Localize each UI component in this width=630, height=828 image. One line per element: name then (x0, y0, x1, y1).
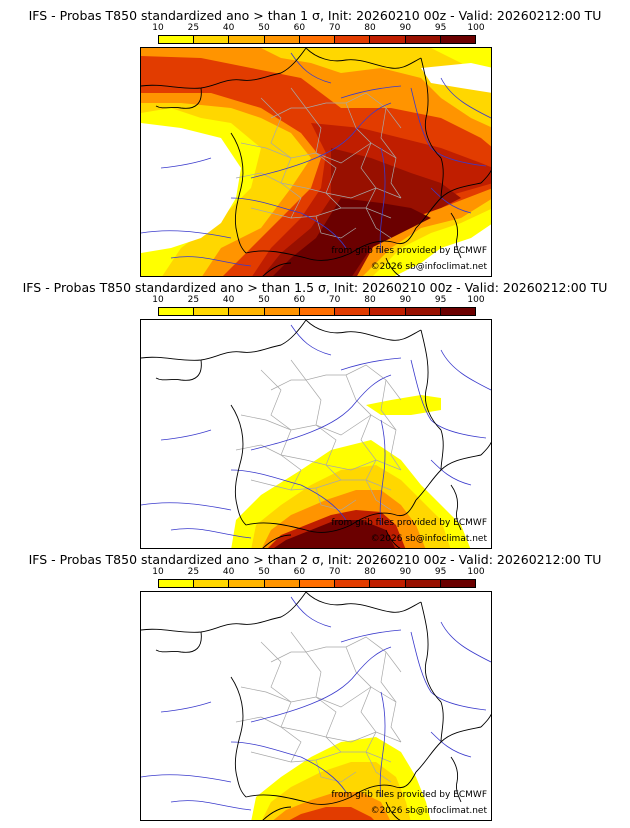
colorbar-cell (405, 580, 441, 587)
colorbar-cell (440, 308, 475, 315)
colorbar-cell (194, 308, 230, 315)
colorbar-tick-label: 80 (364, 295, 376, 305)
copyright-credit: ©2026 sb@infoclimat.net (370, 534, 487, 544)
colorbar-cell (405, 308, 441, 315)
colorbar-cell (299, 580, 336, 587)
colorbar-tick-label: 95 (434, 295, 447, 305)
colorbar-cell (159, 308, 195, 315)
colorbar-tick-label: 25 (187, 295, 200, 305)
colorbar-tick-label: 50 (258, 295, 270, 305)
colorbar-tick-label: 60 (293, 295, 306, 305)
copyright-credit: ©2026 sb@infoclimat.net (370, 806, 487, 816)
colorbar-tick-label: 90 (399, 23, 412, 33)
map-canvas (141, 48, 491, 276)
colorbar-ticks: 10 25 40 50 60 70 80 90 95 100 (0, 566, 630, 578)
colorbar-tick-label: 40 (222, 23, 235, 33)
colorbar-tick-label: 100 (467, 567, 485, 577)
colorbar-tick-label: 100 (467, 295, 485, 305)
colorbar-tick-label: 50 (258, 567, 270, 577)
colorbar-cell (370, 580, 406, 587)
colorbar-cell (335, 36, 371, 43)
colorbar-tick-label: 95 (434, 567, 447, 577)
map-canvas (141, 320, 491, 548)
source-credit: from grib files provided by ECMWF (331, 246, 487, 256)
colorbar-cell (299, 36, 336, 43)
colorbar-tick-label: 90 (399, 295, 412, 305)
colorbar-tick-label: 10 (152, 567, 164, 577)
colorbar-cell (299, 308, 336, 315)
probability-map: from grib files provided by ECMWF ©2026 … (140, 319, 492, 549)
colorbar-tick-label: 25 (187, 23, 200, 33)
colorbar-cell (194, 580, 230, 587)
colorbar-cell (440, 580, 475, 587)
colorbar-cell (229, 36, 265, 43)
map-canvas (141, 592, 491, 820)
probability-shading (141, 48, 491, 276)
map-panel-1: IFS - Probas T850 standardized ano > tha… (0, 0, 630, 277)
colorbar-cell (440, 36, 475, 43)
colorbar-cell (405, 36, 441, 43)
colorbar-tick-label: 40 (222, 567, 235, 577)
probability-map: from grib files provided by ECMWF ©2026 … (140, 47, 492, 277)
colorbar-tick-label: 90 (399, 567, 412, 577)
colorbar-tick-label: 100 (467, 23, 485, 33)
source-credit: from grib files provided by ECMWF (331, 518, 487, 528)
colorbar-cell (229, 580, 265, 587)
colorbar-ticks: 10 25 40 50 60 70 80 90 95 100 (0, 22, 630, 34)
colorbar-tick-label: 60 (293, 567, 306, 577)
map-panel-3: IFS - Probas T850 standardized ano > tha… (0, 544, 630, 821)
colorbar-cell (335, 308, 371, 315)
colorbar-cell (159, 36, 195, 43)
panel-title: IFS - Probas T850 standardized ano > tha… (22, 280, 608, 295)
colorbar-tick-label: 80 (364, 567, 376, 577)
colorbar (158, 307, 476, 316)
panel-title: IFS - Probas T850 standardized ano > tha… (28, 8, 602, 23)
colorbar-ticks: 10 25 40 50 60 70 80 90 95 100 (0, 294, 630, 306)
colorbar-tick-label: 40 (222, 295, 235, 305)
copyright-credit: ©2026 sb@infoclimat.net (370, 262, 487, 272)
colorbar-tick-label: 60 (293, 23, 306, 33)
map-panel-2: IFS - Probas T850 standardized ano > tha… (0, 272, 630, 549)
colorbar-tick-label: 10 (152, 295, 164, 305)
colorbar-tick-label: 70 (328, 567, 341, 577)
probability-map: from grib files provided by ECMWF ©2026 … (140, 591, 492, 821)
colorbar-cell (159, 580, 195, 587)
colorbar (158, 35, 476, 44)
colorbar-cell (370, 308, 406, 315)
colorbar-cell (264, 580, 300, 587)
colorbar-cell (370, 36, 406, 43)
probability-shading (231, 395, 471, 548)
source-credit: from grib files provided by ECMWF (331, 790, 487, 800)
colorbar-tick-label: 25 (187, 567, 200, 577)
colorbar-tick-label: 50 (258, 23, 270, 33)
colorbar-tick-label: 80 (364, 23, 376, 33)
colorbar-cell (194, 36, 230, 43)
colorbar-cell (335, 580, 371, 587)
colorbar-tick-label: 10 (152, 23, 164, 33)
colorbar (158, 579, 476, 588)
colorbar-cell (264, 36, 300, 43)
panel-title: IFS - Probas T850 standardized ano > tha… (28, 552, 602, 567)
colorbar-cell (229, 308, 265, 315)
colorbar-tick-label: 70 (328, 295, 341, 305)
colorbar-tick-label: 95 (434, 23, 447, 33)
colorbar-cell (264, 308, 300, 315)
colorbar-tick-label: 70 (328, 23, 341, 33)
